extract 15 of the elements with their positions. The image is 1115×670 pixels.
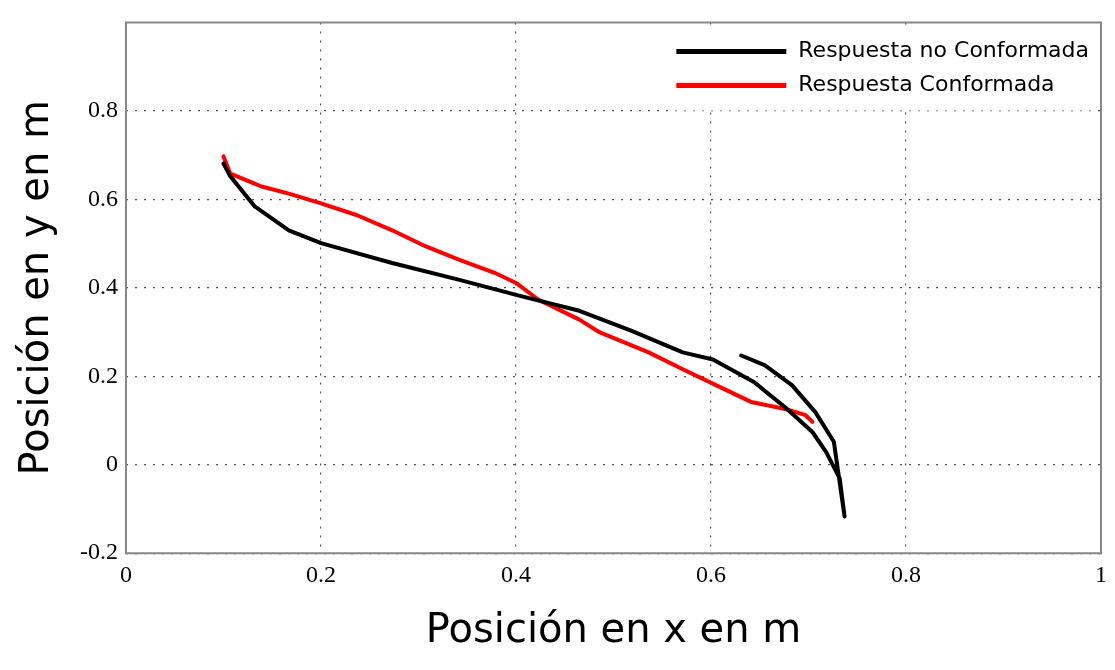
x-tick-label: 0.6 — [696, 560, 726, 587]
x-tick-label: 0.2 — [305, 560, 336, 587]
y-tick-label: -0.2 — [79, 538, 118, 565]
y-tick-label: 0.2 — [87, 361, 118, 388]
x-tick-label: 1 — [1095, 560, 1107, 587]
y-tick-label: 0 — [105, 450, 118, 477]
legend-label: Respuesta no Conformada — [798, 37, 1089, 63]
legend-label: Respuesta Conformada — [798, 71, 1055, 97]
y-axis-title: Posición en y en m — [11, 100, 58, 476]
x-tick-label: 0.8 — [891, 560, 921, 587]
x-tick-label: 0.4 — [501, 560, 531, 587]
y-tick-label: 0.4 — [87, 273, 118, 300]
y-tick-label: 0.8 — [87, 96, 118, 123]
x-axis-title: Posición en x en m — [425, 605, 802, 652]
y-tick-label: 0.6 — [87, 184, 118, 211]
